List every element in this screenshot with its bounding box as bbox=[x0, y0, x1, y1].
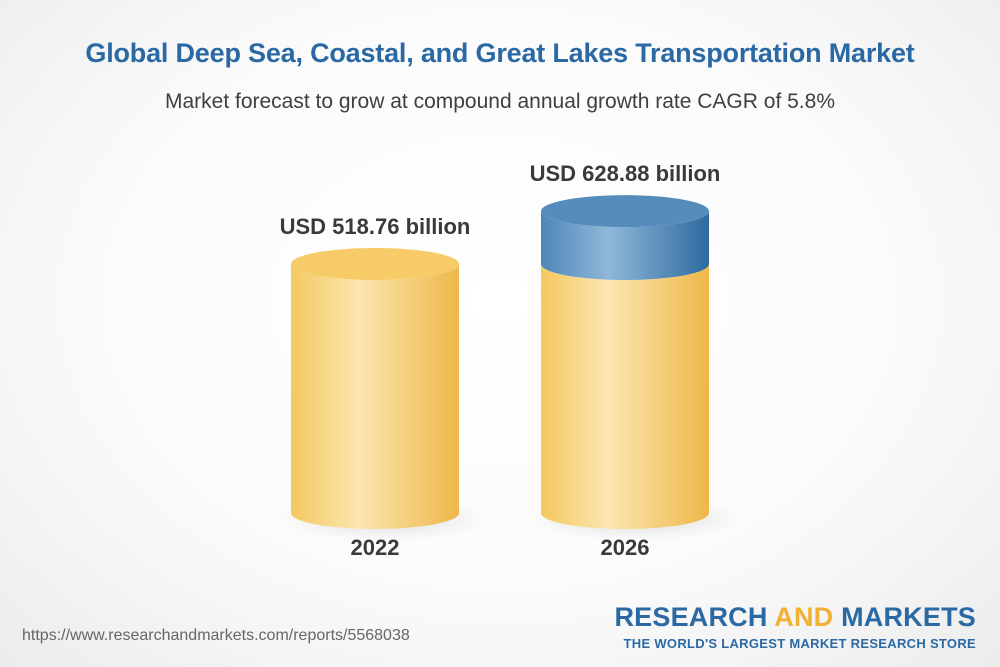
bar-2022-top bbox=[291, 248, 459, 280]
category-label-2026: 2026 bbox=[601, 535, 650, 560]
bar-2022-base bbox=[291, 264, 459, 529]
brand-tagline: THE WORLD'S LARGEST MARKET RESEARCH STOR… bbox=[623, 636, 976, 651]
chart-title: Global Deep Sea, Coastal, and Great Lake… bbox=[85, 38, 915, 68]
category-label-2022: 2022 bbox=[351, 535, 400, 560]
brand-name-part3: MARKETS bbox=[833, 602, 976, 632]
brand-name: RESEARCH AND MARKETS bbox=[614, 604, 976, 631]
brand-logo: RESEARCH AND MARKETS THE WORLD'S LARGEST… bbox=[614, 604, 976, 652]
brand-name-accent: AND bbox=[774, 602, 834, 632]
data-label-2022: USD 518.76 billion bbox=[280, 214, 471, 239]
chart-subtitle: Market forecast to grow at compound annu… bbox=[164, 90, 835, 113]
bar-2026-growth bbox=[541, 211, 709, 280]
bar-2026-base bbox=[541, 264, 709, 529]
bar-2026-top bbox=[541, 195, 709, 228]
data-label-2026: USD 628.88 billion bbox=[530, 161, 721, 186]
source-url[interactable]: https://www.researchandmarkets.com/repor… bbox=[22, 627, 410, 644]
brand-name-part1: RESEARCH bbox=[614, 602, 775, 632]
